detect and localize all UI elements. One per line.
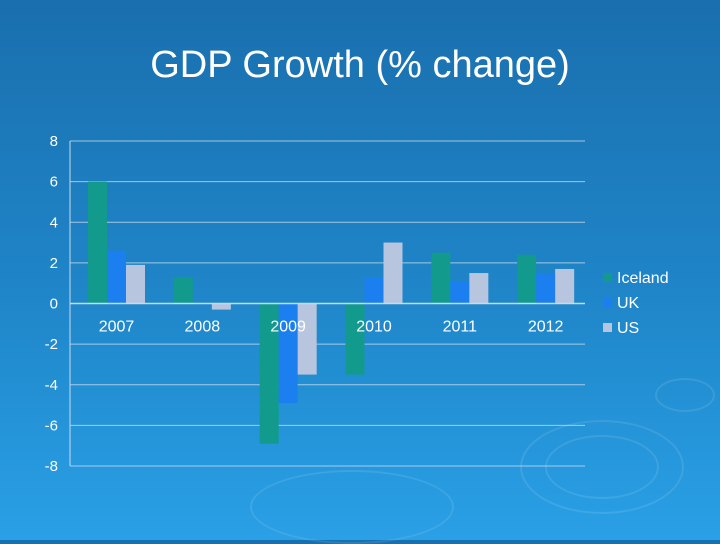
legend-label-iceland: Iceland bbox=[617, 270, 669, 287]
y-tick-label: 2 bbox=[50, 255, 58, 272]
legend-label-us: US bbox=[617, 320, 639, 337]
x-tick-label: 2009 bbox=[270, 319, 306, 336]
y-tick-label: 6 bbox=[50, 174, 58, 191]
legend-label-uk: UK bbox=[617, 295, 640, 312]
bar-uk-2012 bbox=[536, 273, 556, 304]
legend: Iceland UK US bbox=[603, 270, 669, 337]
x-tick-label: 2010 bbox=[356, 319, 392, 336]
y-tick-label: -6 bbox=[45, 417, 58, 434]
y-tick-label: -2 bbox=[45, 336, 58, 353]
bar-us-2012 bbox=[555, 268, 575, 304]
bar-uk-2011 bbox=[450, 281, 470, 304]
bar-iceland-2010 bbox=[345, 303, 365, 375]
x-tick-label: 2007 bbox=[99, 319, 135, 336]
x-tick-label: 2012 bbox=[528, 319, 564, 336]
y-tick-label: -8 bbox=[45, 458, 58, 475]
bar-us-2007 bbox=[126, 264, 145, 304]
legend-swatch-iceland bbox=[603, 273, 612, 282]
bar-iceland-2012 bbox=[517, 254, 537, 304]
x-tick-label: 2008 bbox=[185, 319, 221, 336]
decor-ripple bbox=[545, 435, 659, 499]
bar-us-2009 bbox=[297, 303, 317, 375]
bar-us-2010 bbox=[383, 242, 403, 304]
decor-ripple bbox=[655, 378, 715, 412]
bar-us-2008 bbox=[211, 303, 231, 310]
bar-uk-2007 bbox=[107, 250, 126, 304]
axes: 8 6 4 2 0 -2 -4 -6 -8 2007 2008 2009 2010 2011 2012 bbox=[45, 133, 585, 475]
slide-title: GDP Growth (% change) bbox=[150, 44, 570, 86]
bar-uk-2009 bbox=[278, 303, 298, 404]
decor-ripple bbox=[520, 420, 684, 514]
bar-iceland-2007 bbox=[88, 181, 107, 304]
y-tick-label: 4 bbox=[50, 214, 58, 231]
y-tick-label: 8 bbox=[50, 133, 58, 150]
bars bbox=[88, 181, 575, 444]
y-tick-label: 0 bbox=[50, 296, 58, 313]
bar-iceland-2009 bbox=[259, 303, 279, 444]
legend-swatch-uk bbox=[603, 298, 612, 307]
bar-uk-2010 bbox=[364, 277, 384, 304]
bar-iceland-2008 bbox=[173, 277, 193, 304]
legend-swatch-us bbox=[603, 323, 612, 332]
x-tick-label: 2011 bbox=[443, 319, 478, 336]
bar-iceland-2011 bbox=[431, 252, 451, 304]
bar-us-2011 bbox=[469, 273, 489, 304]
y-tick-label: -4 bbox=[45, 377, 58, 394]
